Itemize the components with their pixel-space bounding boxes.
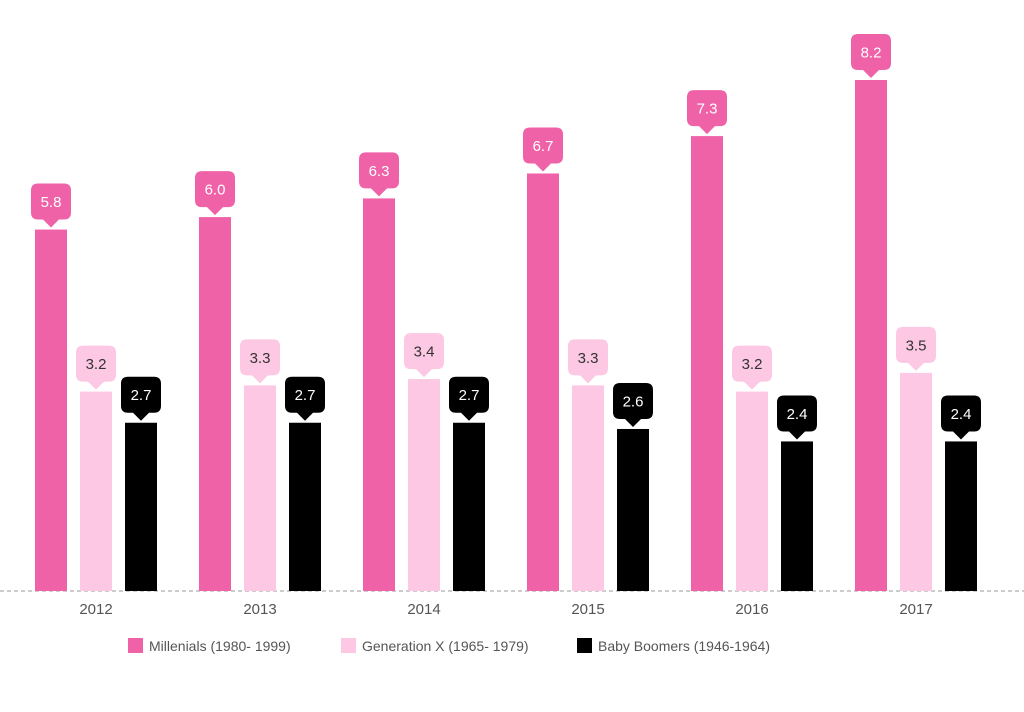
data-label-bubble-2013-series-0 xyxy=(195,171,235,216)
data-label-bubble-2015-series-0 xyxy=(523,127,563,172)
legend-swatch-series-2 xyxy=(577,638,592,653)
data-label-bubble-2015-series-2 xyxy=(613,382,653,427)
bar-2014-series-1 xyxy=(408,379,440,591)
bar-2012-series-0 xyxy=(35,229,67,591)
data-label-bubble-2016-series-2 xyxy=(777,395,817,440)
data-label-bubble-2014-series-1 xyxy=(404,333,444,378)
data-label-bubble-2017-series-0 xyxy=(851,34,891,78)
legend-label-series-2: Baby Boomers (1946-1964) xyxy=(598,638,770,654)
data-label-2014-series-1: 3.4 xyxy=(414,344,435,361)
bar-2012-series-2 xyxy=(125,422,157,591)
data-label-2013-series-1: 3.3 xyxy=(250,350,271,367)
bar-2013-series-2 xyxy=(289,422,321,591)
data-label-2017-series-1: 3.5 xyxy=(906,337,927,354)
bar-2017-series-1 xyxy=(900,372,932,591)
data-label-2013-series-2: 2.7 xyxy=(295,387,316,404)
legend-swatch-series-0 xyxy=(128,638,143,653)
bar-2014-series-2 xyxy=(453,422,485,591)
data-label-bubble-2014-series-0 xyxy=(359,152,399,197)
bar-2014-series-0 xyxy=(363,198,395,591)
data-label-2015-series-2: 2.6 xyxy=(623,393,644,410)
data-label-bubble-2017-series-1 xyxy=(896,326,936,371)
data-label-2016-series-1: 3.2 xyxy=(742,356,763,373)
data-label-2012-series-2: 2.7 xyxy=(131,387,152,404)
data-label-bubble-2013-series-1 xyxy=(240,339,280,384)
bar-2013-series-1 xyxy=(244,385,276,591)
x-tick-label-2012: 2012 xyxy=(79,601,112,618)
data-label-bubble-2013-series-2 xyxy=(285,376,325,421)
data-label-2017-series-0: 8.2 xyxy=(861,45,882,62)
x-tick-label-2013: 2013 xyxy=(243,601,276,618)
bar-2015-series-2 xyxy=(617,428,649,591)
bar-2016-series-1 xyxy=(736,391,768,591)
x-tick-label-2014: 2014 xyxy=(407,601,440,618)
data-label-2017-series-2: 2.4 xyxy=(951,406,972,423)
legend-label-series-0: Millenials (1980- 1999) xyxy=(149,638,291,654)
bar-2013-series-0 xyxy=(199,217,231,591)
legend-swatch-series-1 xyxy=(341,638,356,653)
legend: Millenials (1980- 1999) Generation X (196… xyxy=(128,638,770,654)
data-label-bubble-2016-series-1 xyxy=(732,345,772,390)
data-label-bubble-2016-series-0 xyxy=(687,90,727,135)
data-label-bubble-2017-series-2 xyxy=(941,395,981,440)
bars-layer xyxy=(35,80,977,591)
legend-label-series-1: Generation X (1965- 1979) xyxy=(362,638,529,654)
x-tick-labels: 2012 2013 2014 2015 2016 2017 xyxy=(79,601,932,618)
bar-2016-series-2 xyxy=(781,441,813,591)
x-tick-label-2017: 2017 xyxy=(899,601,932,618)
data-label-bubble-2015-series-1 xyxy=(568,339,608,384)
data-label-bubble-2012-series-2 xyxy=(121,376,161,421)
bar-2017-series-0 xyxy=(855,80,887,591)
data-label-2016-series-2: 2.4 xyxy=(787,406,808,423)
data-label-2014-series-0: 6.3 xyxy=(369,163,390,180)
data-label-2015-series-1: 3.3 xyxy=(578,350,599,367)
bar-2015-series-1 xyxy=(572,385,604,591)
data-label-2015-series-0: 6.7 xyxy=(533,138,554,155)
data-label-2014-series-2: 2.7 xyxy=(459,387,480,404)
data-labels-layer: 5.8 3.2 2.7 6.0 3.3 2.7 6.3 3.4 2.7 6.7 3.3 2.6 7.3 3… xyxy=(31,34,981,440)
data-label-2012-series-1: 3.2 xyxy=(86,356,107,373)
bar-2012-series-1 xyxy=(80,391,112,591)
x-tick-label-2015: 2015 xyxy=(571,601,604,618)
data-label-bubble-2012-series-0 xyxy=(31,183,71,228)
bar-2016-series-0 xyxy=(691,136,723,591)
x-tick-label-2016: 2016 xyxy=(735,601,768,618)
bar-2017-series-2 xyxy=(945,441,977,591)
bar-2015-series-0 xyxy=(527,173,559,591)
data-label-2016-series-0: 7.3 xyxy=(697,101,718,118)
data-label-bubble-2012-series-1 xyxy=(76,345,116,390)
data-label-bubble-2014-series-2 xyxy=(449,376,489,421)
data-label-2012-series-0: 5.8 xyxy=(41,194,62,211)
data-label-2013-series-0: 6.0 xyxy=(205,182,226,199)
